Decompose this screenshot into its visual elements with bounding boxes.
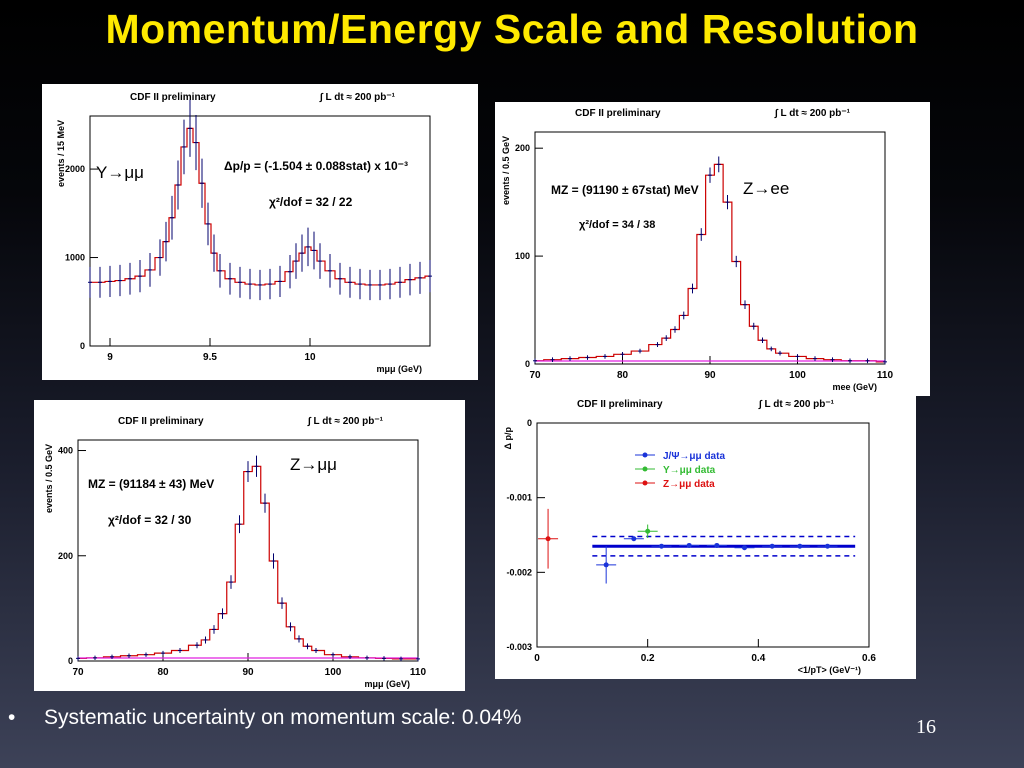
zee-plot-panel: CDF II preliminary ∫ L dt ≈ 200 pb⁻¹ 70 80 9… (495, 102, 930, 396)
x-tick-label: 0.2 (641, 653, 655, 664)
fit-result-line1: Δp/p = (-1.504 ± 0.088stat) x 10⁻³ (224, 159, 408, 173)
y-tick-label: 200 (58, 551, 73, 561)
x-tick-label: 10 (304, 352, 316, 363)
x-tick-label: 0.4 (751, 653, 765, 664)
x-tick-label: 100 (325, 667, 342, 678)
data-point (797, 543, 803, 549)
y-tick-label: 100 (515, 251, 530, 261)
x-tick-label: 70 (529, 370, 541, 381)
chart-header-right: ∫ L dt ≈ 200 pb⁻¹ (307, 416, 384, 427)
legend-label: Υ→μμ data (663, 465, 716, 476)
legend-marker (642, 466, 648, 472)
x-tick-label: 100 (789, 370, 806, 381)
x-axis-label: mμμ (GeV) (376, 364, 422, 374)
fit-result-line1: MZ = (91184 ± 43) MeV (88, 477, 214, 491)
data-point (631, 536, 637, 542)
y-tick-label: 200 (515, 143, 530, 153)
y-tick-label: 0 (68, 656, 73, 666)
plot-frame (536, 422, 870, 648)
y-tick-label: -0.001 (506, 493, 532, 503)
data-point (645, 528, 651, 534)
x-axis-label: <1/pT> (GeV⁻¹) (798, 665, 861, 675)
x-tick-label: 9 (107, 352, 113, 363)
fit-result-line2: χ²/dof = 32 / 30 (108, 513, 192, 527)
x-tick-label: 80 (157, 667, 169, 678)
legend-label: J/Ψ→μμ data (663, 451, 725, 462)
legend-marker (642, 452, 648, 458)
chart-header-left: CDF II preliminary (575, 108, 661, 119)
channel-label: Z→ee (743, 179, 789, 198)
chart-header-right: ∫ L dt ≈ 200 pb⁻¹ (774, 108, 851, 119)
chart-header-right: ∫ L dt ≈ 200 pb⁻¹ (319, 92, 396, 103)
slide-title: Momentum/Energy Scale and Resolution (105, 6, 919, 52)
upsilon-plot-panel: CDF II preliminary ∫ L dt ≈ 200 pb⁻¹ 9 9.5 1… (42, 84, 478, 380)
fit-histogram (90, 127, 430, 286)
x-tick-label: 80 (617, 370, 629, 381)
data-point (825, 543, 830, 549)
fit-result-line2: χ²/dof = 34 / 38 (579, 219, 655, 231)
data-point (659, 543, 664, 549)
fit-histogram (535, 163, 885, 363)
page-number: 16 (916, 716, 936, 738)
legend-label: Z→μμ data (663, 479, 715, 490)
bullet-item: • Systematic uncertainty on momentum scal… (8, 706, 521, 730)
channel-label: Z→μμ (290, 455, 337, 474)
y-tick-label: -0.003 (506, 642, 532, 652)
data-point (686, 542, 692, 548)
chart-header-left: CDF II preliminary (118, 416, 204, 427)
legend-marker (642, 480, 648, 486)
deltap-plot-panel: CDF II preliminary ∫ L dt ≈ 200 pb⁻¹ 0 0.2 0… (495, 395, 916, 679)
data-point (769, 543, 775, 549)
fit-result-line2: χ²/dof = 32 / 22 (269, 195, 353, 209)
bullet-text: Systematic uncertainty on momentum scale… (44, 706, 522, 729)
x-tick-label: 70 (72, 667, 84, 678)
fit-histogram (78, 465, 418, 660)
y-tick-label: 0 (527, 418, 532, 428)
x-tick-label: 0.6 (862, 653, 876, 664)
x-tick-label: 90 (704, 370, 716, 381)
x-axis-label: mee (GeV) (832, 382, 877, 392)
y-tick-label: 0 (80, 341, 85, 351)
data-point (742, 545, 747, 551)
zmumu-plot-panel: CDF II preliminary ∫ L dt ≈ 200 pb⁻¹ 70 80 9… (34, 400, 465, 691)
channel-label: Υ→μμ (96, 163, 144, 182)
chart-header-left: CDF II preliminary (577, 399, 663, 410)
zee-mass-plot: CDF II preliminary ∫ L dt ≈ 200 pb⁻¹ 70 80 9… (501, 108, 894, 392)
y-tick-label: 1000 (65, 253, 85, 263)
y-tick-label: 0 (525, 359, 530, 369)
y-axis-label: events / 0.5 GeV (44, 444, 54, 513)
plot-frame (534, 131, 886, 365)
y-axis-label: events / 0.5 GeV (501, 136, 511, 205)
y-tick-label: -0.002 (506, 567, 532, 577)
data-point (545, 536, 551, 542)
x-tick-label: 110 (410, 667, 427, 678)
bullet-dot: • (8, 706, 16, 729)
fit-result-line1: MZ = (91190 ± 67stat) MeV (551, 183, 699, 197)
x-tick-label: 110 (877, 370, 894, 381)
data-point (714, 542, 720, 548)
data-point (603, 562, 609, 568)
y-axis-label: Δ p/p (503, 427, 513, 450)
y-axis-label: events / 15 MeV (56, 120, 66, 187)
x-axis-label: mμμ (GeV) (364, 679, 410, 689)
x-tick-label: 90 (242, 667, 254, 678)
y-tick-label: 2000 (65, 164, 85, 174)
deltap-vs-invpt-plot: CDF II preliminary ∫ L dt ≈ 200 pb⁻¹ 0 0.2 0… (503, 399, 876, 675)
chart-header-left: CDF II preliminary (130, 92, 216, 103)
x-tick-label: 9.5 (203, 352, 217, 363)
zmumu-mass-plot: CDF II preliminary ∫ L dt ≈ 200 pb⁻¹ 70 80 9… (44, 416, 427, 689)
plot-frame (89, 115, 431, 347)
y-tick-label: 400 (58, 446, 73, 456)
x-tick-label: 0 (534, 653, 540, 664)
upsilon-mass-plot: CDF II preliminary ∫ L dt ≈ 200 pb⁻¹ 9 9.5 1… (56, 92, 432, 374)
chart-header-right: ∫ L dt ≈ 200 pb⁻¹ (758, 399, 835, 410)
